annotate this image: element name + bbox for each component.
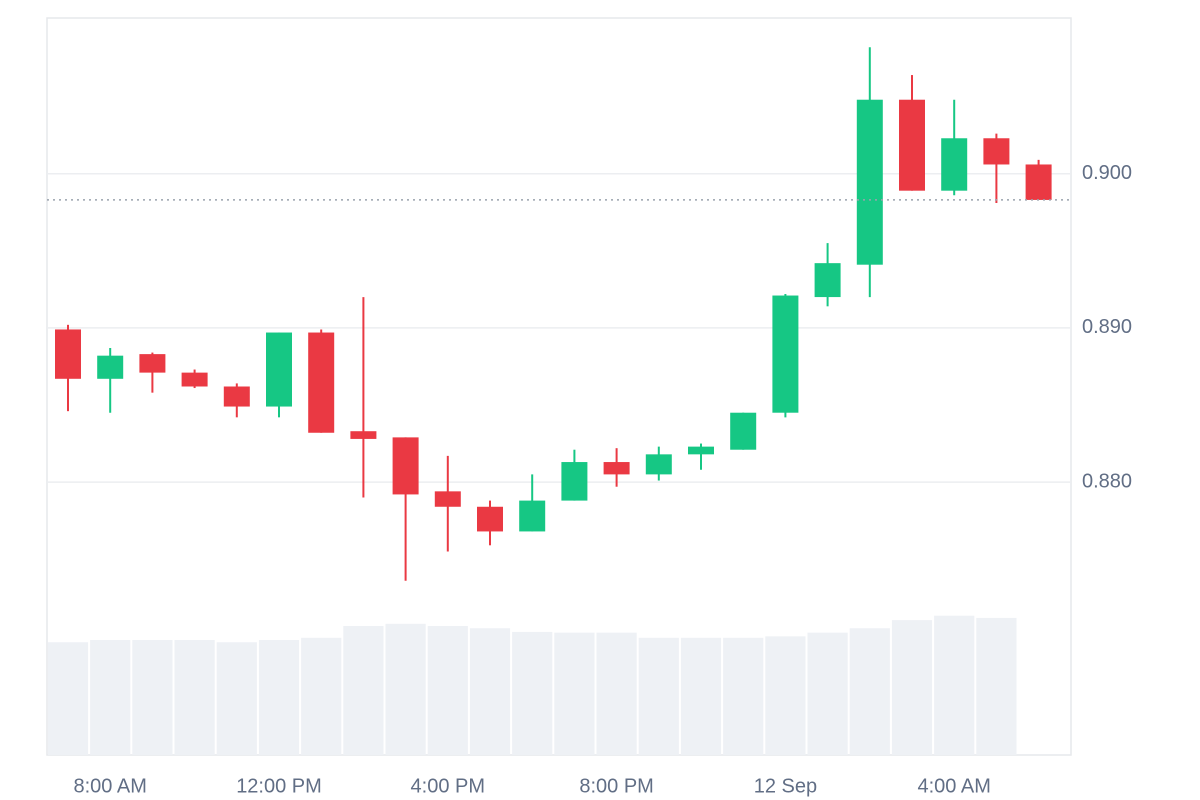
candle-body [266, 332, 292, 407]
candle-body [730, 412, 757, 450]
candle-body [55, 329, 81, 379]
candle-body [223, 386, 250, 407]
candle-body [814, 263, 841, 298]
volume-bar [807, 632, 848, 755]
y-tick-label: 0.890 [1082, 316, 1132, 338]
volume-bar [258, 640, 300, 755]
volume-bar [385, 623, 426, 755]
volume-bar [174, 640, 215, 755]
volume-bar [301, 637, 342, 755]
candle-body [97, 355, 124, 379]
candle-body [477, 506, 503, 532]
candle-body [308, 332, 335, 433]
y-tick-label: 0.880 [1082, 470, 1132, 492]
candle-body [983, 138, 1010, 165]
candle-body [350, 431, 377, 439]
volume-bar [849, 628, 890, 755]
candle-body [181, 372, 208, 387]
volume-bar [765, 636, 806, 755]
candle-body [561, 462, 588, 501]
volume-bar [512, 631, 553, 755]
volume-bar [343, 626, 384, 755]
volume-bar [723, 637, 764, 755]
volume-bar [132, 640, 173, 755]
y-tick-label: 0.900 [1082, 162, 1132, 184]
volume-bar [891, 620, 933, 755]
x-tick-label: 8:00 AM [74, 775, 147, 797]
candle-body [1025, 164, 1052, 200]
candle-body [519, 500, 546, 532]
volume-bar [47, 642, 89, 755]
candle-body [688, 446, 714, 455]
volume-bar [90, 640, 131, 755]
x-tick-label: 12 Sep [754, 775, 817, 797]
candle-body [392, 437, 419, 495]
x-tick-label: 12:00 PM [236, 775, 322, 797]
candle-body [603, 462, 630, 475]
volume-bar [934, 615, 975, 755]
candle-body [941, 138, 968, 191]
volume-bar [427, 626, 468, 755]
candle-body [645, 454, 672, 475]
candle-body [899, 99, 925, 191]
volume-bar [469, 628, 511, 755]
candle-body [772, 295, 799, 413]
volume-bar [596, 632, 637, 755]
candle-body [856, 99, 883, 265]
volume-bar [976, 617, 1017, 755]
volume-bar [554, 632, 595, 755]
volume-bar [638, 637, 679, 755]
volume-bar [680, 637, 722, 755]
x-tick-label: 8:00 PM [579, 775, 653, 797]
x-tick-label: 4:00 PM [411, 775, 485, 797]
volume-bar [216, 642, 257, 755]
x-tick-label: 4:00 AM [918, 775, 991, 797]
candle-body [139, 354, 166, 373]
candle-body [434, 491, 461, 507]
